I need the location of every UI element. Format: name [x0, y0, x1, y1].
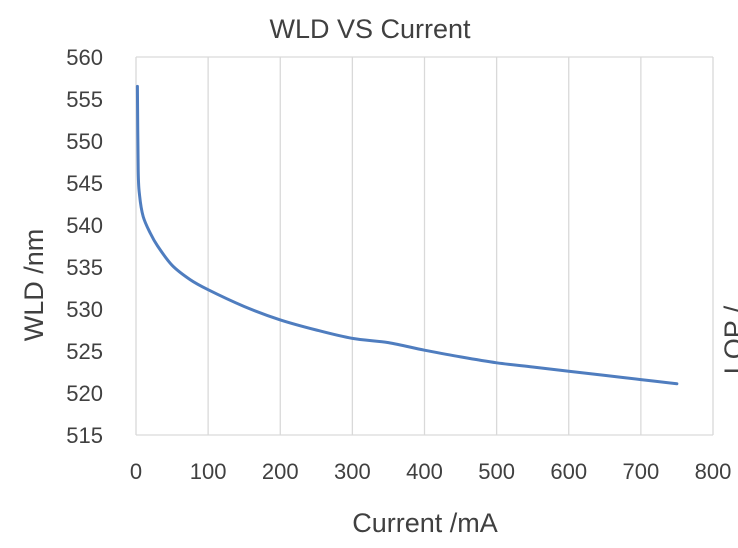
x-tick-label-200: 200 — [262, 459, 299, 484]
y-axis-ticks: 515 520 525 530 535 540 545 550 555 560 — [66, 45, 103, 448]
secondary-axis-label-cropped: LOP / — [719, 305, 738, 374]
y-tick-label-545: 545 — [66, 171, 103, 196]
y-tick-label-525: 525 — [66, 339, 103, 364]
x-tick-label-400: 400 — [406, 459, 443, 484]
x-tick-label-800: 800 — [695, 459, 732, 484]
y-tick-label-515: 515 — [66, 423, 103, 448]
y-axis-label: WLD /nm — [19, 229, 49, 342]
x-axis-label: Current /mA — [352, 508, 498, 538]
y-tick-label-540: 540 — [66, 213, 103, 238]
chart-title: WLD VS Current — [269, 14, 471, 44]
x-axis-ticks: 0 100 200 300 400 500 600 700 800 — [130, 459, 731, 484]
x-tick-label-500: 500 — [478, 459, 515, 484]
grid-lines — [135, 56, 714, 436]
x-tick-label-700: 700 — [623, 459, 660, 484]
x-tick-label-300: 300 — [334, 459, 371, 484]
x-tick-label-100: 100 — [190, 459, 227, 484]
y-tick-label-555: 555 — [66, 87, 103, 112]
y-tick-label-550: 550 — [66, 129, 103, 154]
y-tick-label-520: 520 — [66, 381, 103, 406]
y-tick-label-560: 560 — [66, 45, 103, 70]
series-line-wld — [135, 84, 679, 386]
y-tick-label-530: 530 — [66, 297, 103, 322]
y-tick-label-535: 535 — [66, 255, 103, 280]
x-tick-label-0: 0 — [130, 459, 142, 484]
x-tick-label-600: 600 — [550, 459, 587, 484]
